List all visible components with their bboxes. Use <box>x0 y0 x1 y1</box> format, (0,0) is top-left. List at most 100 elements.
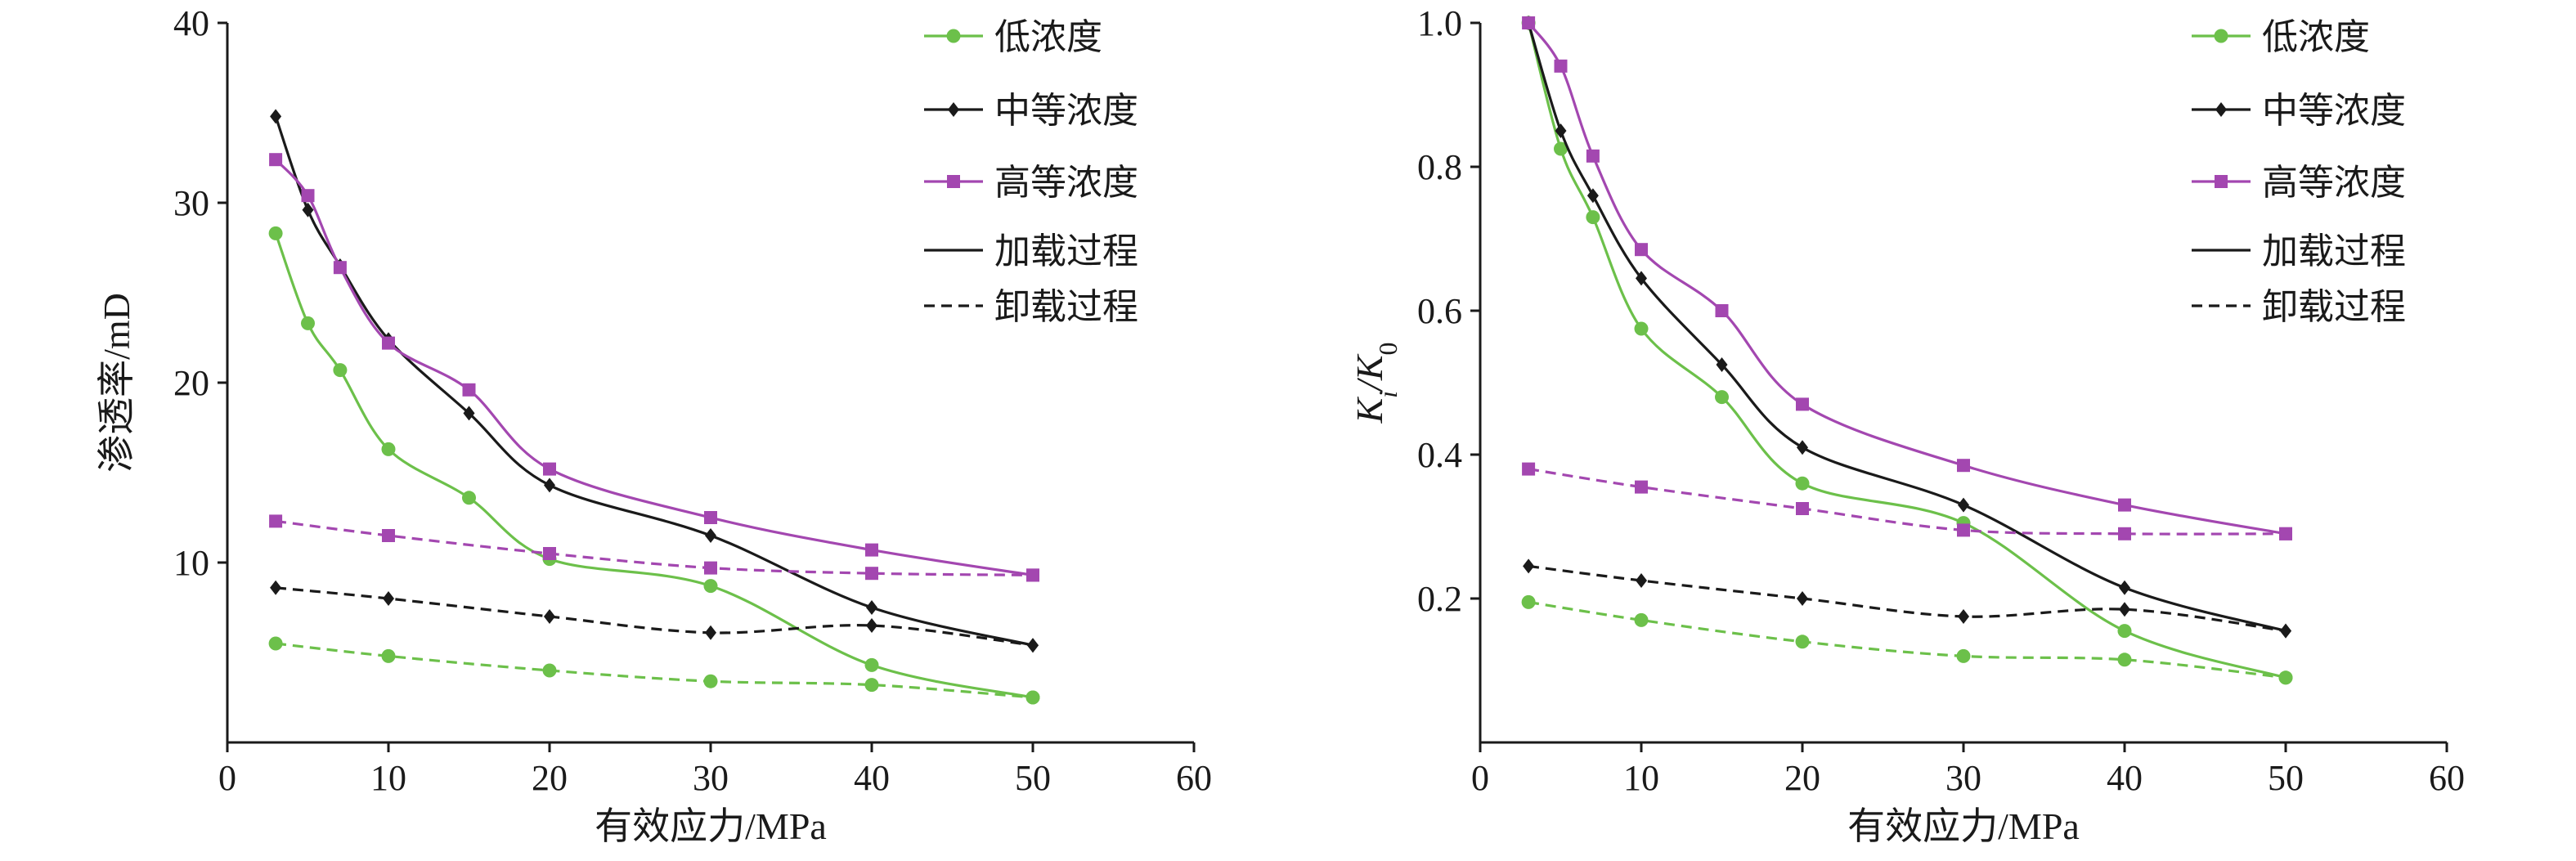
data-point <box>1634 321 1649 336</box>
data-point <box>543 462 556 476</box>
series-line <box>1527 22 2287 679</box>
data-point <box>462 383 476 397</box>
y-tick-label: 40 <box>173 3 209 43</box>
left-permeability-chart: 0 10 20 30 40 50 60 10 20 30 40 有效应力/MPa 渗透率/mD 低浓度中等… <box>96 3 1212 847</box>
data-point <box>1025 690 1040 705</box>
legend-label: 低浓度 <box>2262 16 2370 58</box>
data-point <box>333 261 347 275</box>
y-axis-title-part: 0 <box>1373 342 1402 355</box>
data-point <box>1715 304 1729 317</box>
data-point <box>1796 397 1809 411</box>
data-point <box>704 511 717 524</box>
x-tick-label: 20 <box>1784 758 1820 798</box>
data-point <box>1958 609 1969 624</box>
series-line <box>274 159 1034 576</box>
data-point <box>864 657 879 672</box>
legend-item: 加载过程 <box>924 231 1138 272</box>
x-tick-label: 30 <box>693 758 729 798</box>
legend-label: 加载过程 <box>994 231 1138 272</box>
legend-item: 低浓度 <box>924 16 1102 58</box>
legend-label: 高等浓度 <box>994 162 1138 204</box>
data-point <box>1796 502 1809 515</box>
data-point <box>1957 523 1970 537</box>
data-point <box>301 316 315 330</box>
data-point <box>865 543 878 557</box>
data-point <box>865 567 878 581</box>
data-point <box>1027 638 1039 653</box>
legend-item: 中等浓度 <box>2192 90 2406 132</box>
data-point <box>381 648 396 663</box>
legend-item: 加载过程 <box>2192 231 2406 272</box>
data-point <box>381 442 396 456</box>
data-point <box>705 528 716 543</box>
legend-item: 卸载过程 <box>924 286 1138 328</box>
data-point <box>1795 635 1810 649</box>
data-point <box>333 363 348 378</box>
data-point <box>704 561 717 575</box>
x-axis-title: 有效应力/MPa <box>595 805 827 847</box>
series-low-loading <box>1521 16 2293 685</box>
legend-label: 高等浓度 <box>2262 162 2406 204</box>
y-tick-label: 0.8 <box>1417 147 1462 187</box>
data-point <box>2119 580 2130 595</box>
data-point <box>268 636 283 651</box>
data-point <box>1635 243 1648 257</box>
series-line <box>1528 600 2287 679</box>
data-point <box>1522 462 1536 476</box>
data-point <box>2280 623 2291 639</box>
data-point <box>383 591 394 606</box>
data-point <box>544 609 555 624</box>
data-point <box>269 153 283 167</box>
x-tick-label: 60 <box>2429 758 2465 798</box>
legend-label: 加载过程 <box>2262 231 2406 272</box>
data-point <box>1635 480 1648 494</box>
series-line <box>274 232 1034 699</box>
legend-item: 低浓度 <box>2192 16 2370 58</box>
data-point <box>463 406 475 421</box>
legend-marker <box>2215 102 2227 117</box>
series-medium-unloading <box>1523 558 2291 639</box>
legend-label: 中等浓度 <box>2262 90 2406 132</box>
legend-marker <box>2214 29 2228 43</box>
series-low-unloading <box>1521 594 2293 685</box>
y-tick-label: 30 <box>173 183 209 223</box>
data-point <box>2278 670 2293 685</box>
data-point <box>1554 141 1568 156</box>
data-point <box>703 579 718 594</box>
data-point <box>866 600 877 615</box>
x-tick-label: 40 <box>854 758 890 798</box>
series-line <box>274 115 1034 647</box>
legend-item: 中等浓度 <box>924 90 1138 132</box>
data-point <box>1956 648 1971 663</box>
series-low-unloading <box>268 636 1040 705</box>
data-point <box>1555 123 1567 138</box>
x-tick-label: 0 <box>218 758 236 798</box>
y-axis-title-part: K <box>1349 397 1390 424</box>
x-tick-label: 10 <box>370 758 406 798</box>
legend-marker <box>2215 175 2228 188</box>
data-point <box>462 491 476 505</box>
data-point <box>1715 390 1729 405</box>
data-point <box>1795 476 1810 491</box>
series-low-loading <box>268 226 1040 705</box>
data-point <box>1026 568 1039 582</box>
data-point <box>1797 591 1808 606</box>
y-axis-title-part: /K <box>1349 353 1390 393</box>
x-tick-label: 30 <box>1945 758 1981 798</box>
x-tick-label: 20 <box>532 758 568 798</box>
data-point <box>703 674 718 688</box>
series-line <box>1528 468 2287 536</box>
y-tick-label: 0.4 <box>1417 435 1462 475</box>
series-medium-unloading <box>270 580 1039 653</box>
data-point <box>543 547 556 560</box>
data-point <box>866 618 877 633</box>
legend-label: 低浓度 <box>994 16 1102 58</box>
data-point <box>1957 459 1970 473</box>
data-point <box>1636 573 1647 588</box>
y-tick-label: 1.0 <box>1417 3 1462 43</box>
x-tick-label: 40 <box>2107 758 2143 798</box>
data-point <box>2118 527 2131 540</box>
data-point <box>268 226 283 240</box>
